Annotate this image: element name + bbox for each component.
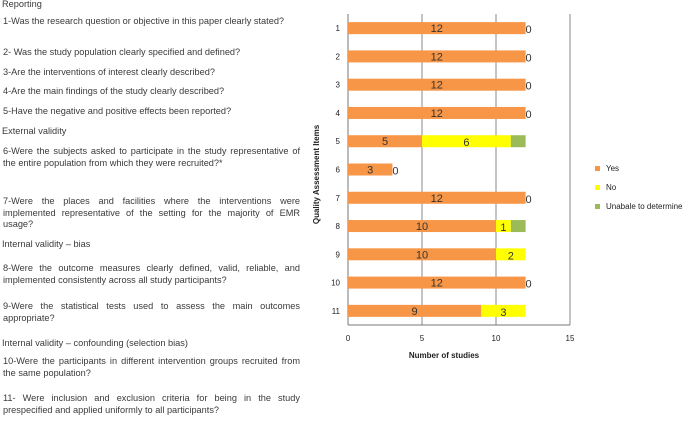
question-5: 5-Have the negative and positive effects… [3,106,232,116]
y-tick-label-11: 11 [332,307,341,316]
y-tick-label-3: 3 [336,81,341,90]
y-tick-label-7: 7 [336,194,341,203]
y-tick-label-4: 4 [336,109,341,118]
question-6: 6-Were the subjects asked to participate… [3,146,300,168]
internal-validity-bias-heading: Internal validity – bias [2,239,91,249]
question-7: 7-Were the places and facilities where t… [3,196,300,229]
data-label-yes-6: 3 [367,165,373,177]
question-2: 2- Was the study population clearly spec… [3,47,241,57]
legend-swatch-yes [595,166,600,171]
reporting-heading: Reporting [2,0,42,9]
bar-no-9 [496,248,526,261]
data-label-no-11: 3 [500,307,506,319]
bar-yes-1 [348,22,526,35]
data-label-yes-4: 12 [431,108,443,120]
x-axis-title: Number of studies [409,351,480,360]
data-label-yes-5: 5 [382,136,388,148]
bar-yes-9 [348,248,496,261]
question-8: 8-Were the outcome measures clearly defi… [3,263,300,285]
data-label-yes-11: 9 [412,306,418,318]
data-label-yes-2: 12 [431,51,443,63]
x-tick-label-1: 5 [420,334,425,343]
data-label-no-7: 0 [526,194,532,206]
data-label-yes-9: 10 [416,249,428,261]
bar-yes-5 [348,135,422,148]
question-11: 11- Were inclusion and exclusion criteri… [3,393,300,415]
data-label-yes-1: 12 [431,23,443,35]
data-label-no-3: 0 [526,81,532,93]
y-tick-label-9: 9 [336,250,341,259]
legend-swatch-unable [595,204,600,209]
data-label-no-1: 0 [526,24,532,36]
y-tick-label-5: 5 [336,137,341,146]
legend-label-yes: Yes [606,164,619,173]
bar-unable-5 [510,135,526,148]
data-label-no-8: 1 [500,222,506,234]
data-label-yes-7: 12 [431,193,443,205]
question-3: 3-Are the interventions of interest clea… [3,67,215,77]
legend-label-unable: Unabale to determine [606,202,683,211]
y-tick-label-8: 8 [336,222,341,231]
bar-yes-4 [348,106,526,119]
legend-label-no: No [606,183,617,192]
y-tick-label-6: 6 [336,166,341,175]
bar-yes-6 [348,163,393,176]
quality-questions-panel: Reporting 1-Was the research question or… [0,0,303,422]
external-validity-heading: External validity [2,126,67,136]
data-label-yes-10: 12 [431,278,443,290]
question-1: 1-Was the research question or objective… [3,16,285,26]
bar-unable-8 [510,220,526,233]
legend-swatch-no [595,185,600,190]
data-label-no-5: 6 [463,137,469,149]
data-label-no-2: 0 [526,52,532,64]
bar-no-8 [496,220,511,233]
bar-yes-7 [348,191,526,204]
bar-no-5 [422,135,511,148]
data-label-no-9: 2 [508,250,514,262]
y-tick-label-1: 1 [336,24,341,33]
x-tick-label-2: 10 [492,334,501,343]
data-label-yes-8: 10 [416,221,428,233]
y-tick-label-10: 10 [331,279,340,288]
bar-yes-8 [348,220,496,233]
bar-yes-2 [348,50,526,63]
y-axis-title: Quality Assessment Items [312,124,321,224]
bar-yes-11 [348,304,482,317]
bar-yes-3 [348,78,526,91]
x-tick-label-0: 0 [346,334,351,343]
question-10: 10-Were the participants in different in… [3,356,300,378]
bar-yes-10 [348,276,526,289]
data-label-no-4: 0 [526,109,532,121]
x-tick-label-3: 15 [566,334,575,343]
y-tick-label-2: 2 [336,52,341,61]
data-label-yes-3: 12 [431,80,443,92]
question-4: 4-Are the main findings of the study cle… [3,86,225,96]
data-label-no-10: 0 [526,279,532,291]
question-9: 9-Were the statistical tests used to ass… [3,301,300,323]
bar-no-11 [481,304,526,317]
internal-validity-confounding-heading: Internal validity – confounding (selecti… [2,338,188,348]
data-label-no-6: 0 [392,166,398,178]
